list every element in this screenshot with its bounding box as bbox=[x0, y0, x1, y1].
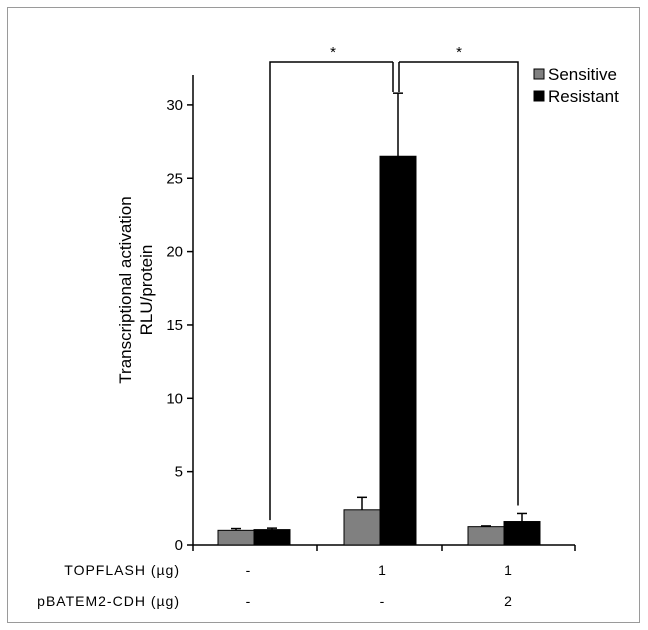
y-tick-label: 0 bbox=[175, 537, 183, 554]
significance-star: * bbox=[330, 44, 336, 61]
y-tick-label: 30 bbox=[166, 97, 183, 114]
legend-swatch-sensitive bbox=[533, 68, 545, 80]
bar-sensitive-2 bbox=[467, 526, 505, 546]
y-tick-label: 5 bbox=[175, 464, 183, 481]
figure-frame bbox=[7, 7, 640, 623]
legend-swatch-resistant bbox=[533, 90, 545, 102]
condition-value: 2 bbox=[504, 593, 512, 609]
bar-resistant-0 bbox=[253, 529, 291, 546]
bar-sensitive-0 bbox=[217, 529, 255, 546]
y-tick-label: 20 bbox=[166, 244, 183, 261]
significance-bracket-left bbox=[269, 61, 393, 521]
bar-resistant-2 bbox=[503, 521, 541, 546]
y-tick-label: 15 bbox=[166, 317, 183, 334]
condition-value: - bbox=[380, 593, 385, 609]
bar-resistant-1 bbox=[379, 155, 417, 546]
condition-row-label: pBATEM2-CDH (µg) bbox=[37, 593, 180, 609]
y-axis-title-line2: RLU/protein bbox=[137, 245, 156, 336]
significance-star: * bbox=[456, 44, 462, 61]
condition-value: 1 bbox=[504, 562, 512, 578]
legend-label-resistant: Resistant bbox=[548, 87, 619, 106]
condition-value: - bbox=[246, 593, 251, 609]
bar-sensitive-1 bbox=[343, 509, 381, 546]
y-axis-title-line1: Transcriptional activation bbox=[116, 196, 135, 383]
condition-value: 1 bbox=[378, 562, 386, 578]
legend-label-sensitive: Sensitive bbox=[548, 65, 617, 84]
significance-bracket-right bbox=[399, 61, 519, 506]
condition-row-label: TOPFLASH (µg) bbox=[64, 562, 180, 578]
y-tick-label: 10 bbox=[166, 390, 183, 407]
y-tick-label: 25 bbox=[166, 170, 183, 187]
condition-value: - bbox=[246, 562, 251, 578]
